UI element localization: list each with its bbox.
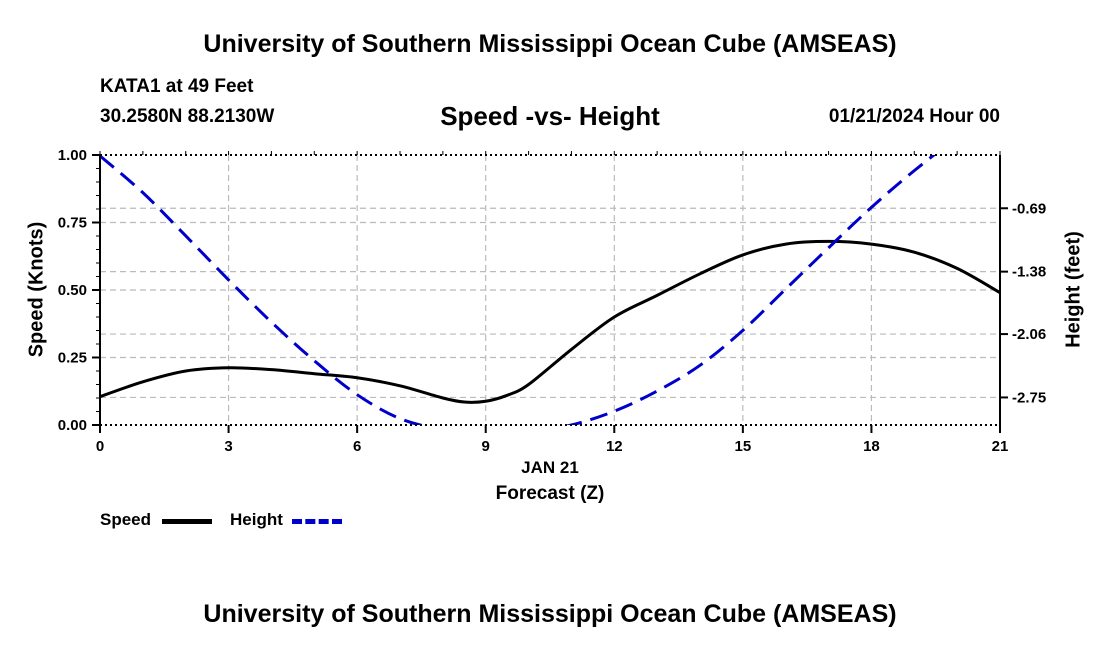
chart-grid (100, 155, 1000, 425)
series-line-height (100, 155, 937, 425)
y-right-tick-label: -0.69 (1012, 200, 1046, 217)
x-axis-label: Forecast (Z) (495, 483, 605, 504)
x-tick-label: 3 (224, 438, 232, 455)
y-left-tick-label: 1.00 (58, 147, 87, 164)
legend-speed-label: Speed (100, 510, 152, 529)
x-tick-label: 12 (606, 438, 623, 455)
y-axis-label-left: Speed (Knots) (25, 221, 48, 358)
series-clip (100, 155, 1000, 425)
x-tick-label: 0 (96, 438, 104, 455)
station-name: KATA1 at 49 Feet (100, 76, 254, 97)
x-tick-label: 15 (735, 438, 752, 455)
y-left-tick-label: 0.25 (58, 350, 87, 367)
y-left-tick-label: 0.75 (58, 215, 87, 232)
x-tick-label: 18 (863, 438, 880, 455)
y-right-tick-label: -2.06 (1012, 326, 1046, 343)
y-axis-label-right: Height (feet) (1062, 231, 1085, 348)
chart-series (100, 155, 1000, 425)
forecast-datetime: 01/21/2024 Hour 00 (828, 106, 1000, 127)
page-title: University of Southern Mississippi Ocean… (203, 30, 897, 58)
y-left-tick-label: 0.50 (58, 282, 87, 299)
chart-ticks: 0 3 6 9 12 15 18 21 0.00 0.25 0.50 0.75 1.00 -2.75 -2.… (58, 147, 1046, 455)
series-line-speed (100, 239, 1000, 404)
x-tick-label: 9 (482, 438, 490, 455)
y-right-tick-label: -2.75 (1012, 389, 1046, 406)
y-right-tick-label: -1.38 (1012, 264, 1046, 281)
legend-height-label: Height (230, 510, 283, 529)
legend-speed-swatch (162, 519, 212, 524)
chart-title: Speed -vs- Height (440, 101, 660, 131)
y-left-tick-label: 0.00 (58, 417, 87, 434)
x-tick-label: 21 (992, 438, 1009, 455)
legend-height-swatch (292, 519, 342, 524)
x-axis-date-label: JAN 21 (521, 458, 579, 477)
footer-title: University of Southern Mississippi Ocean… (203, 600, 897, 628)
station-location: 30.2580N 88.2130W (100, 106, 275, 127)
x-tick-label: 6 (353, 438, 361, 455)
